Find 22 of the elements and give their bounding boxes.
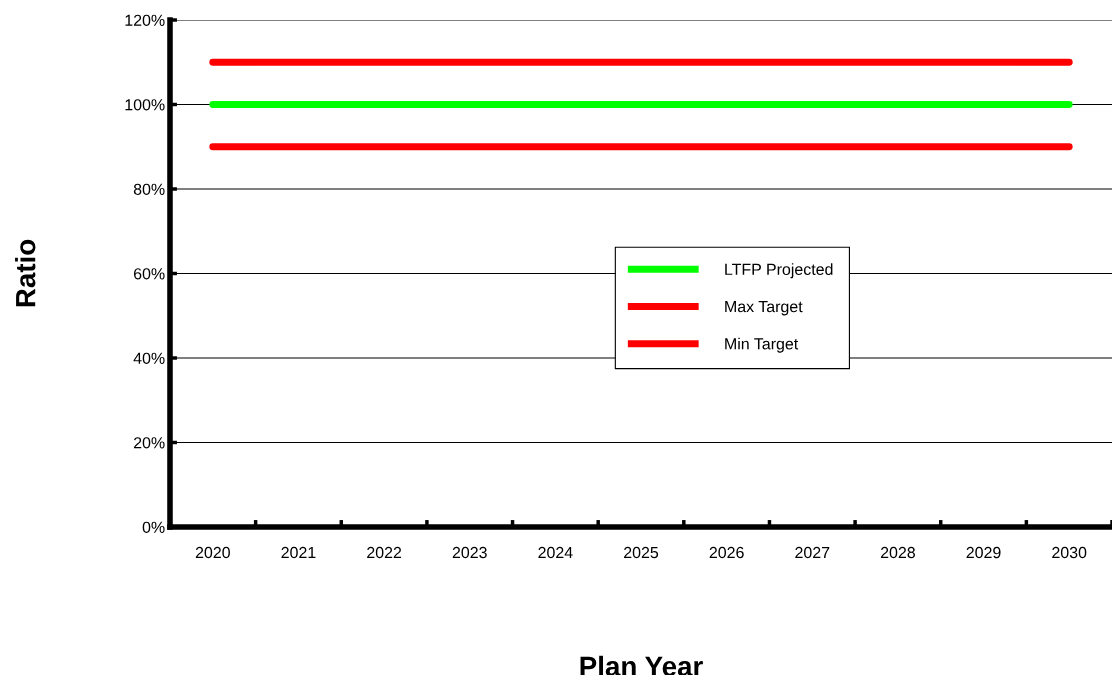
y-axis-title: Ratio [15, 239, 36, 307]
x-tick-label: 2025 [624, 546, 659, 559]
x-tick-label: 2028 [880, 546, 915, 559]
x-tick-label: 2026 [709, 546, 744, 559]
x-tick-label: 2029 [966, 546, 1001, 559]
x-tick-label: 2023 [452, 546, 487, 559]
x-tick-label: 2020 [195, 546, 230, 559]
legend-label: Min Target [725, 337, 799, 353]
y-tick-label: 40% [133, 352, 165, 364]
x-tick-label: 2024 [538, 546, 573, 559]
x-tick-label: 2030 [1052, 546, 1087, 559]
y-tick-label: 100% [125, 99, 165, 111]
y-tick-label: 20% [133, 437, 165, 449]
y-tick-label: 80% [133, 183, 165, 195]
y-tick-label: 0% [142, 521, 165, 533]
legend-label: LTFP Projected [725, 263, 833, 279]
x-tick-label: 2021 [281, 546, 316, 559]
x-tick-label: 2027 [795, 546, 830, 559]
y-tick-label: 120% [125, 14, 165, 26]
legend-label: Max Target [725, 301, 803, 316]
x-tick-label: 2022 [367, 546, 402, 559]
y-tick-label: 60% [133, 268, 165, 280]
